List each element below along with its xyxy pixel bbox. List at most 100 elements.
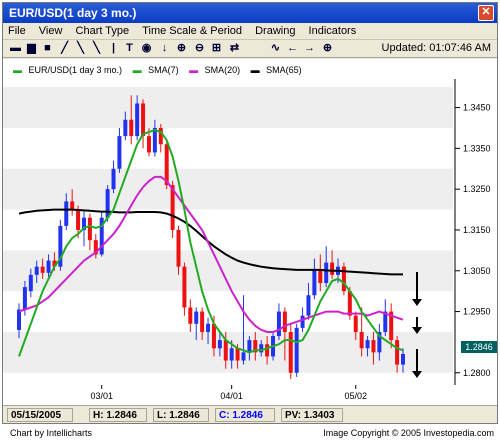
candle-body [40, 266, 45, 273]
footer-credit: Chart by Intellicharts [10, 428, 93, 438]
candle-body [223, 340, 228, 361]
candle-body [276, 311, 281, 337]
candle-body [383, 311, 388, 332]
candle-body [111, 168, 116, 190]
status-pv: PV: 1.3403 [281, 408, 343, 422]
toolbar: ▬ ▆ ■ ╱ ╲ ╲ | T ◉ ↓ ⊕ ⊖ ⊞ ⇄ ∿ ← → ⊕ Upda… [3, 40, 497, 58]
chart-area[interactable]: 1.3450 1.3350 1.3250 1.3150 1.3050 1.2950 1.28… [3, 59, 497, 405]
arrow-down-tool-icon[interactable]: ↓ [161, 42, 168, 54]
candle-body [34, 266, 39, 275]
candle-body [206, 323, 211, 332]
candle-body [241, 352, 246, 361]
candle-body [347, 291, 352, 316]
title-bar: EUR/USD(1 day 3 mo.) ✕ [3, 3, 497, 23]
candle-body [401, 353, 405, 365]
x-tick-label: 04/01 [220, 391, 243, 401]
arrow-right-icon[interactable]: → [304, 42, 315, 54]
menu-drawing[interactable]: Drawing [255, 25, 296, 37]
zoom-fit-icon[interactable]: ⊞ [211, 42, 222, 54]
status-low: L: 1.2846 [153, 408, 209, 422]
candle-body [135, 103, 140, 137]
candle-body [217, 340, 222, 349]
candle-body [395, 340, 400, 365]
menu-view[interactable]: View [38, 25, 63, 37]
price-chart[interactable]: 1.3450 1.3350 1.3250 1.3150 1.3050 1.2950 1.28… [3, 59, 497, 405]
candle-body [235, 348, 240, 361]
candle-body [300, 315, 305, 328]
candle-body [28, 274, 33, 292]
last-value-badge: 1.2846 [461, 341, 497, 353]
candle-body [288, 331, 293, 373]
y-tick-label: 1.2950 [463, 307, 491, 317]
sma7-line [18, 128, 404, 357]
window-title: EUR/USD(1 day 3 mo.) [9, 6, 137, 20]
printer-icon[interactable]: ▆ [27, 42, 36, 54]
menu-indicators[interactable]: Indicators [308, 25, 357, 37]
close-icon[interactable]: ✕ [478, 5, 494, 21]
candle-body [194, 311, 199, 324]
folder-icon[interactable]: ▬ [10, 42, 21, 54]
candle-body [152, 127, 157, 153]
status-date: 05/15/2005 [7, 408, 73, 422]
candle-body [265, 344, 270, 357]
svg-text:1.2846: 1.2846 [465, 342, 493, 352]
annotation-arrows [412, 272, 422, 378]
candle-body [52, 260, 57, 267]
menu-time-scale[interactable]: Time Scale & Period [142, 25, 243, 37]
candle-body [330, 262, 335, 275]
sma20-line [18, 175, 404, 333]
candle-body [312, 270, 317, 296]
candle-body [99, 217, 104, 255]
zoom-icon[interactable]: ⊕ [322, 42, 333, 54]
candle-body [164, 144, 169, 186]
legend-item: ▬ SMA(20) [189, 65, 241, 75]
candle-body [70, 201, 75, 210]
y-tick-label: 1.3350 [463, 143, 491, 153]
y-tick-label: 1.3250 [463, 184, 491, 194]
footer-copyright: Image Copyright © 2005 Investopedia.com [323, 428, 494, 438]
candle-body [247, 340, 252, 353]
candle-body [341, 266, 346, 292]
candle-body [141, 103, 146, 137]
arrow-left-icon[interactable]: ← [287, 42, 298, 54]
sync-icon[interactable]: ⇄ [229, 42, 240, 54]
line-tool-icon[interactable]: ╲ [77, 42, 84, 54]
candle-body [105, 189, 110, 218]
grid-band [3, 168, 453, 210]
candle-body [282, 311, 287, 332]
candle-body [318, 270, 323, 283]
status-bar: 05/15/2005 H: 1.2846 L: 1.2846 C: 1.2846… [3, 405, 497, 423]
zoom-out-icon[interactable]: ⊖ [194, 42, 205, 54]
candle-body [22, 287, 27, 310]
candle-body [170, 185, 175, 230]
candle-body [324, 262, 329, 283]
line-tool-icon[interactable]: ╲ [93, 42, 100, 54]
candle-body [17, 309, 21, 330]
chart-window: EUR/USD(1 day 3 mo.) ✕ File View Chart T… [2, 2, 498, 424]
menu-chart-type[interactable]: Chart Type [75, 25, 130, 37]
legend-item: ▬ SMA(65) [250, 65, 302, 75]
candle-body [123, 119, 128, 137]
candle-body [229, 348, 234, 361]
legend-item: ▬ EUR/USD(1 day 3 mo.) [13, 65, 123, 75]
line-chart-icon[interactable]: ∿ [270, 42, 281, 54]
cursor-icon[interactable]: | [111, 42, 116, 54]
chart-legend: ▬ EUR/USD(1 day 3 mo.) ▬ SMA(7) ▬ SMA(20… [13, 65, 310, 75]
y-tick-label: 1.3050 [463, 266, 491, 276]
line-tool-icon[interactable]: ╱ [61, 42, 68, 54]
candle-body [188, 307, 193, 324]
candle-body [259, 344, 264, 353]
text-tool-icon[interactable]: T [126, 42, 133, 54]
updated-timestamp: Updated: 01:07:46 AM [381, 42, 491, 54]
candle-body [182, 266, 187, 308]
candle-body [294, 327, 299, 373]
candle-body [200, 311, 205, 332]
candle-body [81, 217, 86, 230]
menu-file[interactable]: File [8, 25, 26, 37]
candle-body [359, 331, 364, 349]
save-icon[interactable]: ■ [44, 42, 51, 54]
circle-tool-icon[interactable]: ◉ [141, 42, 152, 54]
menu-bar: File View Chart Type Time Scale & Period… [3, 23, 497, 40]
zoom-in-icon[interactable]: ⊕ [176, 42, 187, 54]
y-tick-label: 1.2800 [463, 368, 491, 378]
